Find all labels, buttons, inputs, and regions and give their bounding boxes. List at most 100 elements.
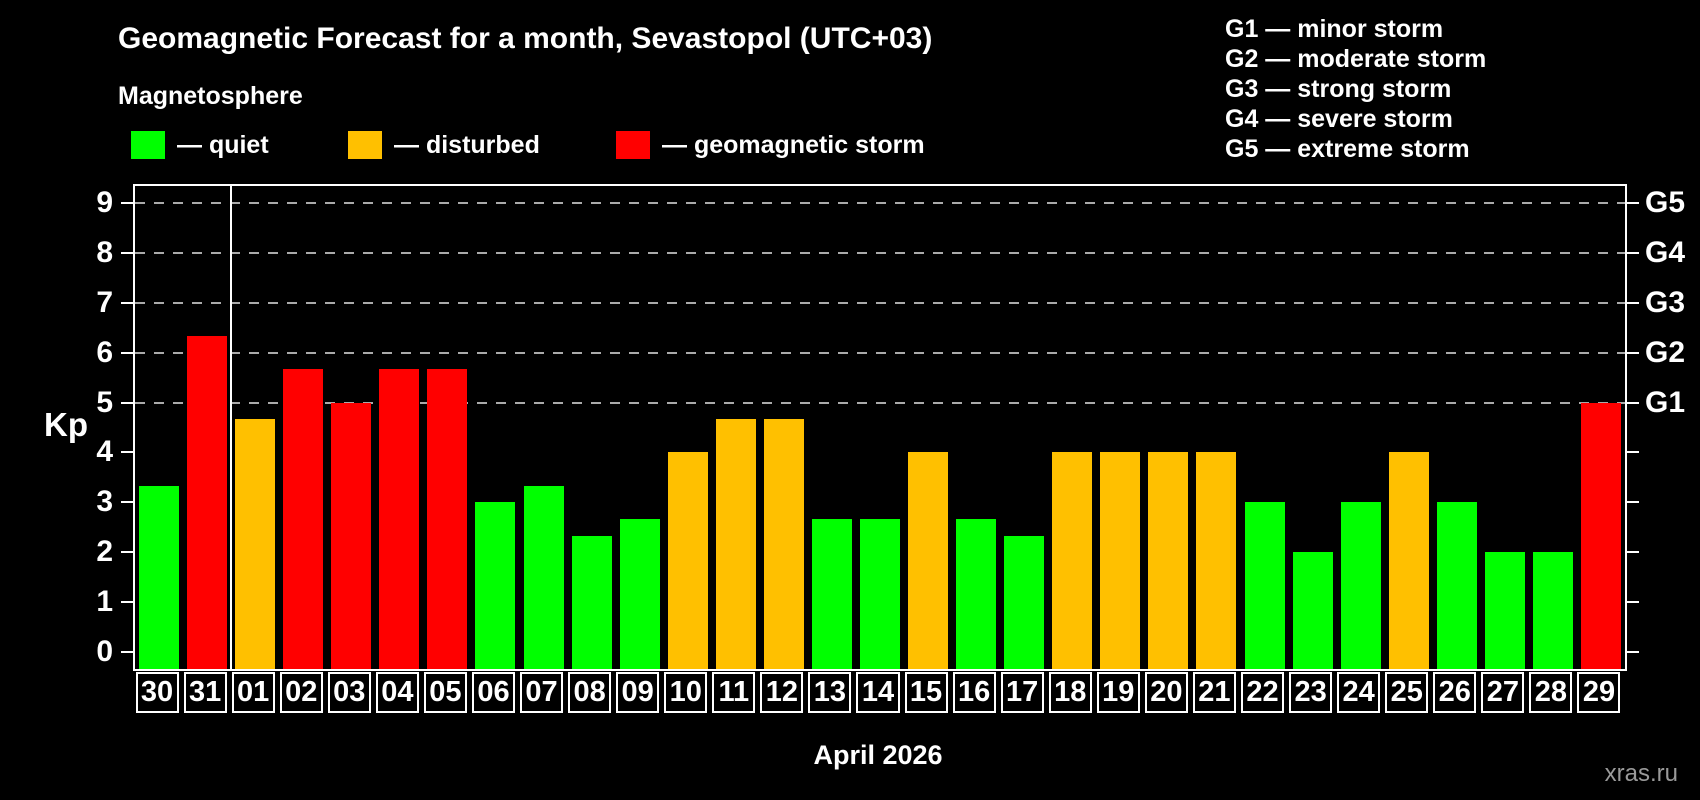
- y-axis-tick-right-6: [1627, 351, 1639, 354]
- date-label-09: 09: [616, 672, 660, 713]
- date-label-12: 12: [760, 672, 804, 713]
- y-axis-label-5: 5: [96, 385, 113, 419]
- date-label-17: 17: [1000, 672, 1044, 713]
- kp-bar-28: [1532, 552, 1573, 669]
- y-axis-label-3: 3: [96, 485, 113, 519]
- date-label-05: 05: [423, 672, 467, 713]
- y-axis-label-8: 8: [96, 236, 113, 270]
- date-label-15: 15: [904, 672, 948, 713]
- plot-area: [133, 184, 1627, 671]
- kp-bar-31: [187, 336, 228, 669]
- y-axis-tick-right-3: [1627, 501, 1639, 504]
- kp-bar-14: [860, 518, 900, 669]
- date-label-10: 10: [664, 672, 708, 713]
- legend-label-quiet: — quiet: [177, 130, 269, 159]
- kp-bar-13: [811, 518, 852, 669]
- y-axis-tick-left-8: [121, 252, 133, 255]
- subtitle-magnetosphere: Magnetosphere: [118, 82, 303, 110]
- kp-bar-12: [763, 419, 804, 669]
- date-label-22: 22: [1240, 672, 1285, 713]
- y-axis-tick-left-9: [121, 202, 133, 205]
- kp-bar-23: [1292, 552, 1333, 669]
- kp-bar-18: [1052, 452, 1093, 669]
- date-label-24: 24: [1337, 672, 1381, 713]
- month-separator-line: [230, 186, 233, 669]
- date-label-16: 16: [952, 672, 996, 713]
- kp-bar-19: [1100, 452, 1141, 669]
- legend-swatch-storm-icon: [616, 131, 650, 159]
- kp-axis-title: Kp: [44, 406, 88, 443]
- date-label-27: 27: [1481, 672, 1525, 713]
- kp-bar-04: [379, 369, 420, 669]
- date-label-03: 03: [327, 672, 371, 713]
- kp-bar-07: [523, 485, 564, 669]
- kp-bar-08: [571, 535, 612, 669]
- g-level-label-g1: G1: [1645, 385, 1686, 419]
- date-label-19: 19: [1096, 672, 1140, 713]
- x-axis-title: April 2026: [813, 740, 943, 770]
- g-scale-legend-line-2: G2 — moderate storm: [1225, 45, 1487, 73]
- g-level-label-g2: G2: [1645, 335, 1686, 369]
- y-axis-tick-left-5: [121, 401, 133, 404]
- date-label-29: 29: [1577, 672, 1621, 713]
- g-level-label-g3: G3: [1645, 286, 1686, 319]
- y-axis-tick-right-8: [1627, 252, 1639, 255]
- y-axis-tick-left-6: [121, 351, 133, 354]
- y-axis-tick-right-2: [1627, 550, 1639, 553]
- g-scale-legend-line-5: G5 — extreme storm: [1225, 135, 1470, 163]
- date-label-07: 07: [520, 672, 564, 713]
- kp-bar-17: [1004, 535, 1045, 669]
- date-label-25: 25: [1385, 672, 1429, 713]
- kp-bar-10: [667, 452, 708, 669]
- kp-bar-15: [908, 452, 949, 669]
- kp-bar-05: [427, 369, 468, 669]
- y-axis-label-9: 9: [96, 186, 113, 220]
- date-label-04: 04: [375, 672, 419, 713]
- y-axis-tick-right-4: [1627, 451, 1639, 454]
- date-label-31: 31: [183, 672, 227, 713]
- date-label-06: 06: [471, 672, 515, 713]
- legend-item-quiet: — quiet: [131, 130, 269, 160]
- y-axis-tick-right-5: [1627, 401, 1639, 404]
- kp-bar-01: [235, 419, 276, 669]
- watermark: xras.ru: [1604, 760, 1678, 787]
- y-axis-tick-right-0: [1627, 650, 1639, 653]
- date-axis: 30 31 01 02 03 04 05 06 07 08 09 10 11 12 13 14 15 16 17 18…: [133, 672, 1623, 717]
- y-axis-label-2: 2: [96, 534, 113, 568]
- y-axis-label-0: 0: [96, 634, 113, 668]
- y-axis-tick-left-3: [121, 501, 133, 504]
- y-axis-tick-left-2: [121, 550, 133, 553]
- y-axis-tick-left-7: [121, 302, 133, 304]
- gridline-kp5: [135, 401, 1625, 404]
- date-label-20: 20: [1144, 672, 1188, 713]
- y-axis-tick-left-1: [121, 600, 133, 603]
- kp-bar-11: [715, 419, 756, 669]
- g-scale-legend-line-3: G3 — strong storm: [1225, 75, 1452, 103]
- date-label-14: 14: [856, 672, 900, 713]
- kp-bar-27: [1484, 552, 1525, 669]
- y-axis-tick-right-9: [1627, 202, 1639, 205]
- y-axis-label-4: 4: [96, 435, 113, 469]
- kp-bar-22: [1244, 502, 1285, 669]
- y-axis-label-1: 1: [96, 584, 113, 618]
- kp-bar-03: [331, 402, 372, 669]
- date-label-18: 18: [1048, 672, 1092, 713]
- date-label-28: 28: [1529, 672, 1573, 713]
- kp-bar-20: [1148, 452, 1189, 669]
- date-label-30: 30: [135, 672, 179, 713]
- date-label-13: 13: [808, 672, 852, 713]
- g-scale-legend: G1 — minor storm G2 — moderate storm G3 — …: [1225, 14, 1486, 164]
- y-axis-tick-right-7: [1627, 302, 1639, 304]
- kp-bar-26: [1436, 502, 1477, 669]
- gridline-kp7: [135, 302, 1625, 304]
- kp-bar-09: [619, 518, 660, 669]
- g-scale-legend-line-4: G4 — severe storm: [1225, 105, 1453, 133]
- date-label-23: 23: [1289, 672, 1333, 713]
- kp-bar-25: [1388, 452, 1429, 669]
- g-scale-legend-line-1: G1 — minor storm: [1225, 15, 1444, 43]
- kp-bar-06: [475, 502, 516, 669]
- kp-bar-02: [283, 369, 324, 669]
- y-axis-tick-left-0: [121, 650, 133, 653]
- y-axis-tick-right-1: [1627, 600, 1639, 603]
